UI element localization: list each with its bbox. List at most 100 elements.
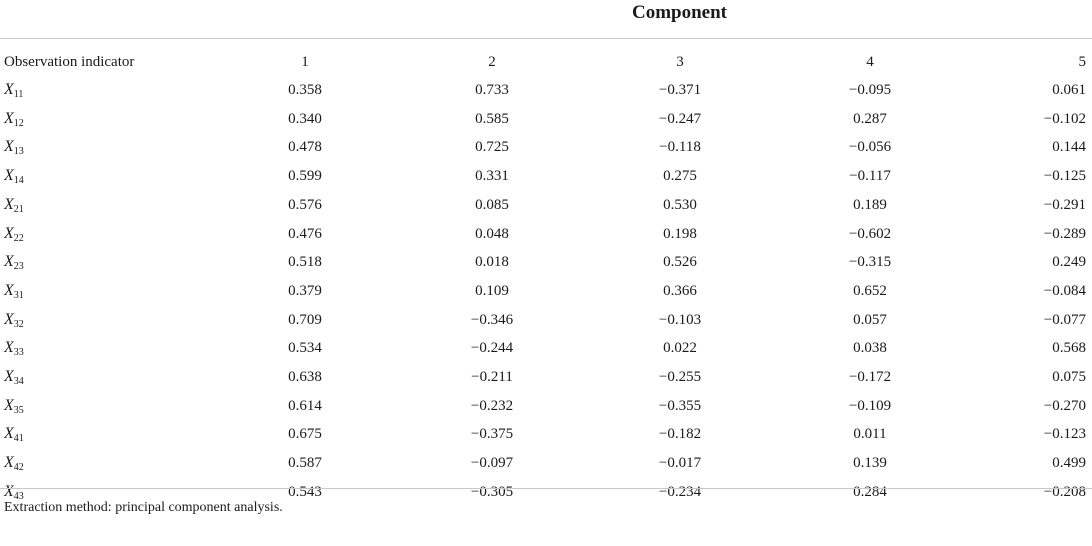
cell-component-1: 0.518 bbox=[288, 254, 322, 271]
cell-component-5: −0.123 bbox=[1043, 426, 1086, 443]
cell-component-3: −0.355 bbox=[658, 397, 702, 414]
variable-subscript: 41 bbox=[13, 433, 24, 445]
cell-component-5: 0.568 bbox=[1052, 340, 1086, 357]
cell-component-1: 0.576 bbox=[288, 196, 322, 213]
variable-subscript: 43 bbox=[13, 490, 24, 502]
cell-component-2: −0.346 bbox=[470, 311, 514, 328]
table-row: X23 0.518 0.018 0.526 −0.315 0.249 bbox=[0, 248, 1092, 276]
variable-symbol: X bbox=[4, 310, 14, 328]
cell-component-5: −0.208 bbox=[1043, 483, 1086, 500]
cell-component-2: 0.733 bbox=[475, 82, 509, 98]
variable-subscript: 11 bbox=[13, 89, 24, 100]
cell-component-4: 0.011 bbox=[853, 426, 887, 443]
cell-component-2: 0.085 bbox=[475, 196, 509, 213]
cell-component-4: −0.109 bbox=[848, 397, 892, 414]
variable-subscript: 21 bbox=[13, 203, 24, 215]
cell-component-5: 0.249 bbox=[1052, 254, 1086, 271]
variable-subscript: 12 bbox=[13, 117, 24, 129]
cell-component-1: 0.340 bbox=[288, 110, 322, 127]
table-row: X34 0.638 −0.211 −0.255 −0.172 0.075 bbox=[0, 363, 1092, 391]
table-row: X31 0.379 0.109 0.366 0.652 −0.084 bbox=[0, 277, 1092, 305]
cell-component-4: −0.602 bbox=[848, 225, 892, 242]
variable-subscript: 14 bbox=[13, 175, 24, 187]
cell-component-2: 0.018 bbox=[475, 254, 509, 271]
cell-component-3: −0.247 bbox=[658, 110, 702, 127]
column-header-3: 3 bbox=[676, 54, 684, 70]
cell-component-5: −0.291 bbox=[1043, 196, 1086, 213]
cell-component-1: 0.379 bbox=[288, 282, 322, 299]
cell-component-1: 0.476 bbox=[288, 225, 322, 242]
row-variable-label: X21 bbox=[4, 191, 24, 219]
cell-component-3: 0.366 bbox=[663, 282, 697, 299]
cell-component-5: −0.077 bbox=[1043, 311, 1086, 328]
cell-component-4: −0.172 bbox=[848, 369, 892, 385]
cell-component-4: 0.189 bbox=[853, 196, 887, 213]
variable-symbol: X bbox=[4, 253, 14, 271]
row-variable-label: X12 bbox=[4, 105, 24, 133]
cell-component-2: 0.048 bbox=[475, 225, 509, 242]
cell-component-2: −0.375 bbox=[470, 426, 514, 443]
cell-component-3: 0.022 bbox=[663, 340, 697, 357]
cell-component-2: −0.305 bbox=[470, 483, 514, 500]
component-group-header: Component bbox=[0, 2, 1092, 28]
variable-subscript: 42 bbox=[13, 462, 24, 474]
cell-component-4: 0.057 bbox=[853, 311, 887, 328]
column-header-2: 2 bbox=[488, 54, 496, 70]
cell-component-5: 0.144 bbox=[1052, 139, 1086, 156]
cell-component-3: −0.182 bbox=[658, 426, 702, 443]
table-row: X22 0.476 0.048 0.198 −0.602 −0.289 bbox=[0, 220, 1092, 248]
variable-symbol: X bbox=[4, 482, 14, 500]
variable-subscript: 31 bbox=[13, 289, 24, 301]
cell-component-4: −0.095 bbox=[848, 82, 892, 98]
cell-component-2: −0.097 bbox=[470, 455, 514, 472]
variable-subscript: 22 bbox=[13, 232, 24, 244]
cell-component-3: −0.234 bbox=[658, 483, 702, 500]
variable-symbol: X bbox=[4, 224, 14, 242]
row-variable-label: X43 bbox=[4, 478, 24, 506]
variable-subscript: 13 bbox=[13, 146, 24, 158]
component-title: Component bbox=[632, 2, 728, 23]
column-header-4: 4 bbox=[866, 54, 874, 70]
cell-component-2: 0.109 bbox=[475, 282, 509, 299]
table-row: X35 0.614 −0.232 −0.355 −0.109 −0.270 bbox=[0, 392, 1092, 420]
row-variable-label: X41 bbox=[4, 420, 24, 448]
table-row: X13 0.478 0.725 −0.118 −0.056 0.144 bbox=[0, 133, 1092, 161]
variable-symbol: X bbox=[4, 167, 14, 185]
table-row: X42 0.587 −0.097 −0.017 0.139 0.499 bbox=[0, 449, 1092, 477]
cell-component-1: 0.614 bbox=[288, 397, 322, 414]
cell-component-2: 0.331 bbox=[475, 168, 509, 185]
variable-symbol: X bbox=[4, 195, 14, 213]
variable-symbol: X bbox=[4, 281, 14, 299]
column-header-5: 5 bbox=[1078, 54, 1087, 70]
cell-component-3: 0.530 bbox=[663, 196, 697, 213]
cell-component-5: 0.499 bbox=[1052, 455, 1086, 472]
cell-component-3: −0.255 bbox=[658, 369, 702, 385]
row-variable-label: X32 bbox=[4, 306, 24, 334]
table-row: X11 0.358 0.733 −0.371 −0.095 0.061 bbox=[0, 76, 1092, 104]
variable-symbol: X bbox=[4, 109, 14, 127]
cell-component-1: 0.599 bbox=[288, 168, 322, 185]
cell-component-2: 0.725 bbox=[475, 139, 509, 156]
table-row: X21 0.576 0.085 0.530 0.189 −0.291 bbox=[0, 191, 1092, 219]
variable-symbol: X bbox=[4, 368, 14, 385]
variable-subscript: 32 bbox=[13, 318, 24, 330]
cell-component-2: 0.585 bbox=[475, 110, 509, 127]
cell-component-5: −0.125 bbox=[1043, 168, 1086, 185]
row-variable-label: X31 bbox=[4, 277, 24, 305]
cell-component-4: 0.652 bbox=[853, 282, 887, 299]
cell-component-5: −0.270 bbox=[1043, 397, 1086, 414]
header-divider bbox=[0, 38, 1092, 39]
table-row: X43 0.543 −0.305 −0.234 0.284 −0.208 bbox=[0, 478, 1092, 506]
cell-component-4: 0.139 bbox=[853, 455, 887, 472]
cell-component-3: −0.371 bbox=[658, 82, 702, 98]
table-row: X41 0.675 −0.375 −0.182 0.011 −0.123 bbox=[0, 420, 1092, 448]
row-variable-label: X14 bbox=[4, 162, 24, 190]
row-variable-label: X35 bbox=[4, 392, 24, 420]
cell-component-4: −0.117 bbox=[849, 168, 891, 185]
cell-component-2: −0.211 bbox=[471, 369, 513, 385]
row-variable-label: X11 bbox=[4, 76, 23, 104]
variable-subscript: 33 bbox=[13, 347, 24, 359]
column-header-observation-indicator: Observation indicator bbox=[4, 54, 135, 70]
table-footnote: Extraction method: principal component a… bbox=[4, 500, 283, 515]
